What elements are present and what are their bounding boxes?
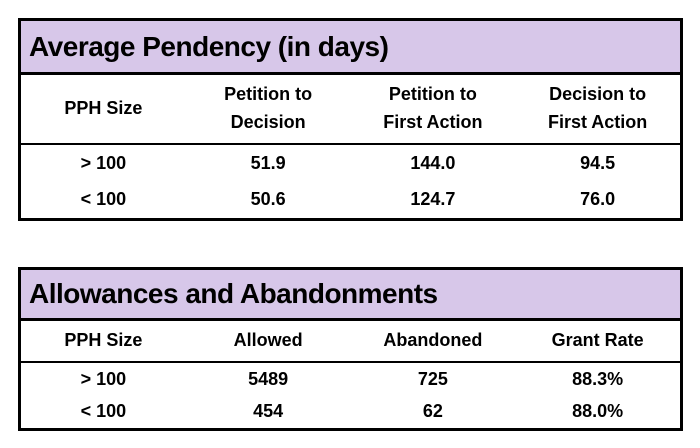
data-cell: 454 xyxy=(253,400,284,421)
table-row: < 100 454 62 88.0% xyxy=(21,395,680,427)
table-row: > 100 5489 725 88.3% xyxy=(21,363,680,395)
data-cell: 76.0 xyxy=(580,188,616,209)
column-header-abandoned: Abandoned xyxy=(383,330,483,351)
column-header-petition-to-first-action: Petition to First Action xyxy=(383,84,483,132)
column-header-allowed: Allowed xyxy=(233,330,303,351)
average-pendency-header-row: PPH Size Petition to Decision Petition t… xyxy=(21,75,680,145)
column-header-petition-to-decision: Petition to Decision xyxy=(224,84,313,132)
data-cell: 5489 xyxy=(248,368,289,389)
data-cell: 88.0% xyxy=(572,400,624,421)
table-row: > 100 51.9 144.0 94.5 xyxy=(21,145,680,181)
data-cell: 51.9 xyxy=(250,152,286,173)
allowances-abandonments-table-title: Allowances and Abandonments xyxy=(21,270,680,321)
row-label: > 100 xyxy=(80,152,127,173)
data-cell: 94.5 xyxy=(580,152,616,173)
column-header-pph-size: PPH Size xyxy=(64,330,143,351)
row-label: < 100 xyxy=(80,400,127,421)
column-header-grant-rate: Grant Rate xyxy=(551,330,644,351)
table-row: < 100 50.6 124.7 76.0 xyxy=(21,181,680,217)
data-cell: 88.3% xyxy=(572,368,624,389)
data-cell: 725 xyxy=(417,368,448,389)
data-cell: 144.0 xyxy=(410,152,456,173)
average-pendency-table-title: Average Pendency (in days) xyxy=(21,21,680,75)
row-label: > 100 xyxy=(80,368,127,389)
data-cell: 50.6 xyxy=(250,188,286,209)
data-cell: 124.7 xyxy=(410,188,456,209)
data-cell: 62 xyxy=(422,400,443,421)
column-header-decision-to-first-action: Decision to First Action xyxy=(547,84,648,132)
column-header-pph-size: PPH Size xyxy=(64,98,143,119)
average-pendency-table: Average Pendency (in days) PPH Size Peti… xyxy=(18,18,683,221)
allowances-abandonments-header-row: PPH Size Allowed Abandoned Grant Rate xyxy=(21,321,680,363)
row-label: < 100 xyxy=(80,188,127,209)
allowances-abandonments-table: Allowances and Abandonments PPH Size All… xyxy=(18,267,683,431)
